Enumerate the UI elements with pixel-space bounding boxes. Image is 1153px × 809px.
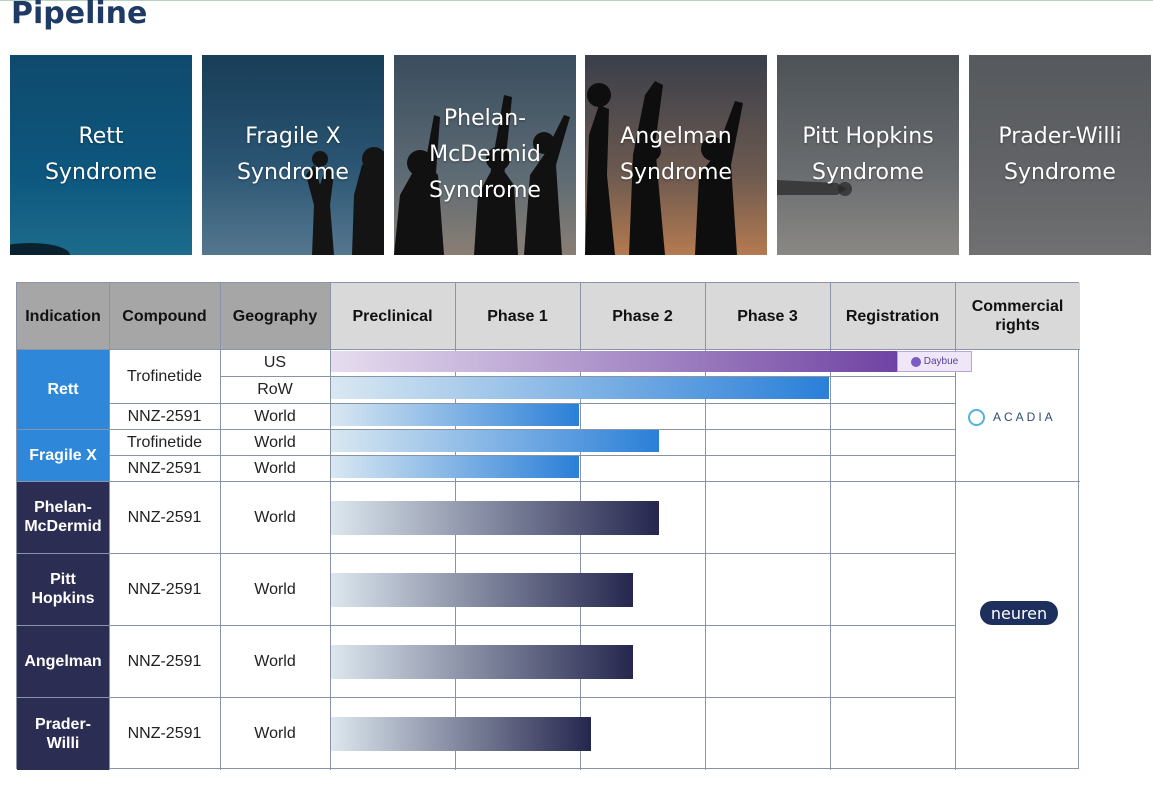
header-compound: Compound (109, 283, 220, 349)
tile-angelman-syndrome[interactable]: Angelman Syndrome (585, 55, 767, 255)
geography-cell: RoW (257, 381, 293, 398)
geography-cell: World (254, 652, 296, 670)
indication-angelman: Angelman (17, 625, 109, 697)
tile-label: Pitt Hopkins Syndrome (802, 124, 934, 185)
top-rule (0, 0, 1153, 1)
geography-cell: World (254, 580, 296, 598)
acadia-logo: ACADIA (968, 406, 1063, 428)
geography-cell: World (254, 459, 296, 477)
progress-bar-prader-willi (331, 717, 591, 751)
grid-line (109, 283, 110, 770)
silhouette-image (306, 147, 384, 255)
tile-pitt-hopkins-syndrome[interactable]: Pitt Hopkins Syndrome (777, 55, 959, 255)
grid-line (109, 403, 955, 404)
compound-cell: NNZ-2591 (127, 580, 202, 598)
tile-fragile-x-syndrome[interactable]: Fragile X Syndrome (202, 55, 384, 255)
geography-cell: US (263, 354, 287, 371)
tile-label: Angelman Syndrome (620, 124, 732, 185)
tile-phelan-mcdermid-syndrome[interactable]: Phelan- McDermid Syndrome (394, 55, 576, 255)
compound-cell: NNZ-2591 (127, 407, 202, 425)
header-indication: Indication (17, 283, 109, 349)
progress-bar-pitt-hopkins (331, 573, 633, 607)
grid-line (705, 283, 706, 770)
silhouette-image (394, 95, 570, 255)
geography-cell: World (254, 508, 296, 526)
silhouette-image (585, 81, 743, 255)
silhouette-image (777, 180, 852, 196)
geography-cell: World (254, 407, 296, 425)
compound-cell: Trofinetide (127, 367, 202, 385)
pipeline-table: Indication Compound Geography Preclinica… (16, 282, 1080, 770)
compound-cell: NNZ-2591 (127, 725, 202, 742)
grid-line (17, 697, 955, 698)
progress-bar-fragilex-trofinetide (331, 430, 659, 452)
geography-cell: World (254, 433, 296, 451)
neuren-logo: neuren (980, 601, 1058, 625)
grid-line (330, 283, 331, 770)
grid-line (17, 481, 1080, 482)
indication-phelan-mcdermid: Phelan- McDermid (17, 481, 109, 553)
header-phase-1: Phase 1 (455, 283, 580, 349)
progress-bar-phelan-mcdermid (331, 501, 659, 535)
grid-line (220, 376, 955, 377)
grid-line (220, 283, 221, 770)
grid-line (830, 283, 831, 770)
tile-label: Prader-Willi Syndrome (998, 124, 1122, 185)
progress-bar-fragilex-nnz2591 (331, 456, 579, 478)
grid-line (17, 625, 955, 626)
tile-rett-syndrome[interactable]: Rett Syndrome (10, 55, 192, 255)
page-title: Pipeline (11, 0, 148, 31)
tile-label: Rett Syndrome (45, 124, 157, 185)
indication-rett: Rett (17, 349, 109, 429)
grid-line (955, 283, 956, 770)
header-geography: Geography (220, 283, 330, 349)
progress-bar-rett-us (331, 351, 911, 372)
header-registration: Registration (830, 283, 955, 349)
acadia-label: ACADIA (993, 410, 1056, 424)
daybue-label: Daybue (923, 356, 959, 367)
indication-pitt-hopkins: Pitt Hopkins (17, 553, 109, 625)
grid-line (17, 429, 955, 430)
compound-cell: NNZ-2591 (127, 652, 202, 670)
silhouette-image (10, 243, 70, 255)
progress-bar-rett-nnz2591 (331, 404, 579, 426)
progress-bar-rett-row (331, 377, 829, 399)
tile-prader-willi-syndrome[interactable]: Prader-Willi Syndrome (969, 55, 1151, 255)
header-phase-3: Phase 3 (705, 283, 830, 349)
header-commercial-rights: Commercial rights (955, 283, 1080, 349)
daybue-icon (910, 356, 921, 367)
grid-line (17, 553, 955, 554)
grid-line (17, 349, 1080, 350)
daybue-logo: Daybue (897, 351, 972, 372)
compound-cell: NNZ-2591 (127, 459, 202, 477)
indication-fragile-x: Fragile X (17, 429, 109, 481)
geography-cell: World (254, 725, 296, 742)
tile-label: Fragile X Syndrome (237, 124, 349, 185)
grid-line (109, 455, 955, 456)
header-preclinical: Preclinical (330, 283, 455, 349)
acadia-ring-icon (968, 408, 985, 426)
compound-cell: NNZ-2591 (127, 508, 202, 526)
compound-cell: Trofinetide (127, 433, 202, 451)
indication-prader-willi: Prader- Willi (17, 697, 109, 770)
header-phase-2: Phase 2 (580, 283, 705, 349)
tile-label: Phelan- McDermid Syndrome (429, 106, 541, 203)
progress-bar-angelman (331, 645, 633, 679)
